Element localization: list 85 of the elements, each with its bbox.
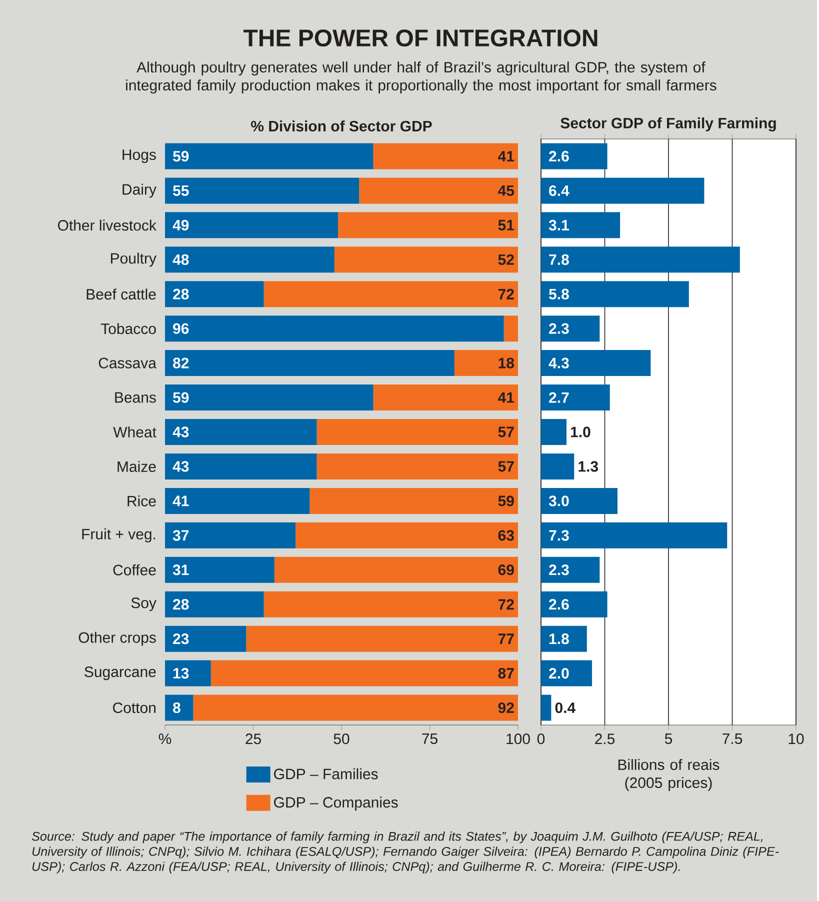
data-label: 43 [172, 461, 189, 472]
data-label: 2.3 [548, 323, 569, 334]
data-label: 72 [498, 288, 514, 300]
data-label: 41 [498, 392, 514, 403]
y-tick-label: Wheat [113, 426, 156, 438]
y-tick-label: Coffee [113, 564, 156, 576]
data-label: 72 [498, 599, 514, 610]
data-label: 6.4 [548, 185, 570, 196]
data-label: 2.6 [548, 150, 569, 162]
data-label: 3.0 [548, 496, 569, 506]
data-label: 3.1 [548, 220, 569, 230]
y-tick-label: Poultry [110, 252, 156, 267]
y-tick-label: Cotton [112, 702, 156, 714]
data-label: 43 [172, 426, 189, 438]
data-label: 92 [498, 702, 514, 714]
text: THE POWER OF INTEGRATION [243, 30, 598, 46]
x-tick-label: 0 [537, 734, 544, 744]
data-label: 0.4 [555, 702, 576, 714]
data-label: 96 [172, 323, 189, 334]
y-tick-label: Soy [131, 598, 156, 612]
y-tick-label: Other livestock [58, 220, 156, 231]
data-label: 28 [172, 288, 189, 300]
y-tick-label: Fruit + veg. [82, 528, 155, 542]
data-label: 2.0 [548, 668, 569, 679]
data-label: 18 [498, 358, 514, 368]
y-tick-label: Maize [118, 460, 156, 472]
data-label: 5.8 [548, 288, 569, 300]
y-tick-label: Dairy [122, 184, 156, 198]
data-label: 59 [498, 496, 514, 506]
y-tick-label: Beans [115, 392, 156, 403]
x-tick-label: 25 [246, 734, 261, 744]
data-label: 1.3 [578, 461, 598, 472]
data-label: 7.3 [549, 530, 569, 541]
data-label: 69 [498, 564, 514, 576]
data-label: 28 [172, 599, 189, 610]
data-label: 57 [498, 461, 514, 472]
data-label: 1.0 [570, 426, 590, 438]
data-label: 55 [172, 185, 189, 196]
legend-label: GDP – Companies [274, 796, 398, 811]
data-label: 45 [498, 185, 514, 196]
y-tick-label: Hogs [122, 150, 156, 163]
x-tick-label: 100 [506, 734, 530, 744]
data-label: 57 [498, 426, 514, 438]
data-label: 51 [498, 220, 514, 230]
data-label: 2.6 [548, 599, 569, 610]
data-label: 37 [172, 530, 188, 541]
text: Although poultry generates well under half of Brazil’s agricultural GDP, the system of integrated family production makes it proportionally the most important for small farmers [126, 62, 716, 94]
legend-label: GDP – Families [274, 768, 378, 780]
data-label: 4.3 [548, 358, 569, 368]
data-label: 87 [498, 668, 514, 679]
x-tick-label: % [158, 734, 171, 744]
x-tick-label: 75 [422, 734, 438, 744]
data-label: 77 [498, 634, 514, 644]
data-label: 8 [172, 702, 180, 714]
data-label: 59 [172, 392, 188, 403]
y-tick-label: Tobacco [100, 323, 156, 334]
data-label: 2.7 [548, 392, 569, 403]
data-label: 13 [173, 668, 189, 679]
x-tick-label: 7.5 [722, 734, 742, 744]
data-label: 1.8 [549, 634, 569, 644]
data-label: 52 [498, 254, 514, 265]
x-tick-label: 50 [334, 734, 350, 744]
y-tick-label: Sugarcane [84, 666, 156, 680]
data-label: 31 [172, 564, 189, 576]
y-tick-label: Other crops [78, 632, 156, 646]
data-label: 49 [172, 220, 188, 230]
x-axis-title: Billions of reais (2005 prices) [618, 759, 720, 791]
data-label: 59 [172, 150, 188, 162]
data-label: 23 [172, 633, 189, 644]
data-label: 41 [172, 496, 189, 506]
chart-title: Sector GDP of Family Farming [560, 117, 776, 132]
y-tick-label: Rice [128, 495, 156, 506]
source-note: Source: Study and paper “The importance of family farming in Brazil and its States”, by Joaquim J.M. Guilhoto (FEA/USP; REAL, University of Illinois; CNPq); Silvio M. Ichihara (ESALQ/USP); Fernando Gaiger Silveira: (IPEA) Bernardo P. Campolina Diniz (FIPE-USP); Carlos R. Azzoni (FEA/USP; REAL, University of Illinois; CNPq); and Guilherme R. C. Moreira: (FIPE-USP). [32, 832, 779, 874]
data-label: 82 [172, 358, 188, 368]
data-label: 63 [498, 530, 514, 541]
chart-title: % Division of Sector GDP [250, 120, 432, 132]
data-label: 48 [172, 254, 189, 265]
x-tick-label: 5 [664, 734, 672, 744]
data-label: 2.3 [548, 564, 569, 576]
y-tick-label: Cassava [98, 358, 156, 368]
y-tick-label: Beef cattle [86, 288, 156, 300]
data-label: 41 [498, 151, 514, 162]
x-tick-label: 10 [788, 734, 804, 744]
x-tick-label: 2.5 [594, 734, 614, 744]
data-label: 7.8 [549, 254, 569, 265]
